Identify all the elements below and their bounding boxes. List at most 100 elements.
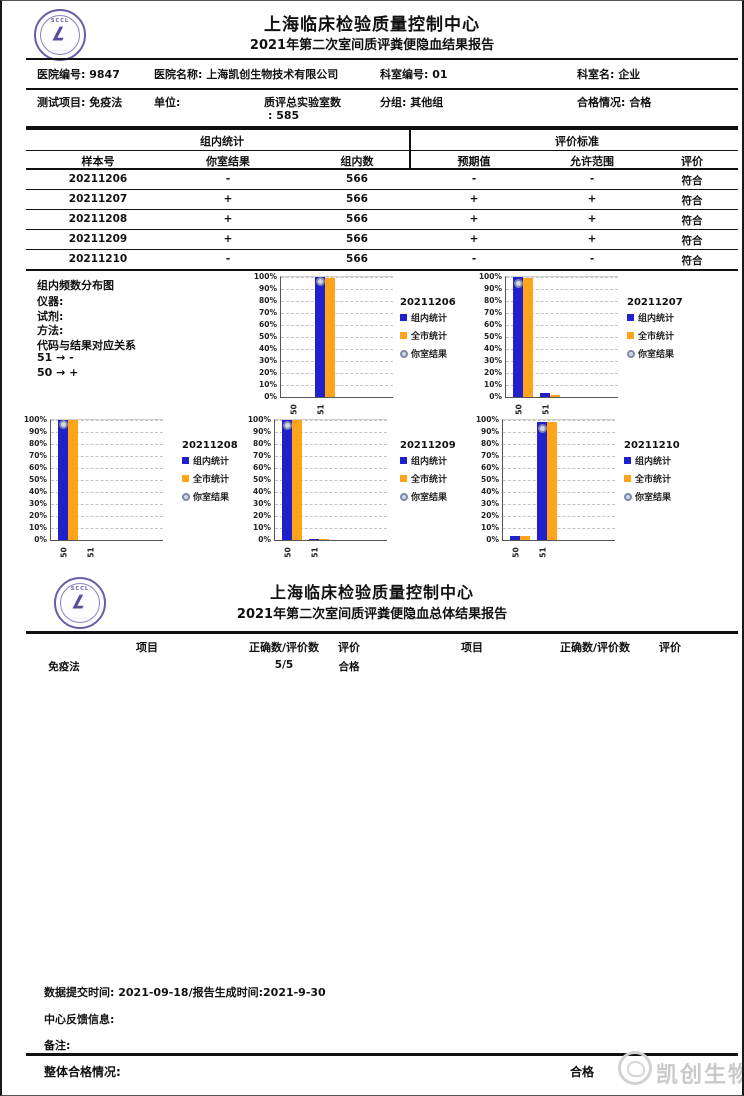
column-header: 允许范围 — [570, 155, 614, 168]
x-tick-label: 51 — [310, 547, 320, 558]
table-cell: 20211209 — [68, 233, 128, 245]
y-tick-label: 10% — [481, 523, 499, 532]
legend-entry: 你室结果 — [182, 490, 260, 503]
x-tick-label: 50 — [289, 404, 299, 415]
y-tick-label: 90% — [481, 427, 499, 436]
table-line — [26, 249, 738, 250]
gridline — [506, 313, 618, 314]
legend-label: 组内统计 — [635, 457, 672, 467]
table-cell: - — [471, 253, 477, 265]
table-cell: 566 — [346, 173, 368, 185]
info-item-label: 质评总实验室数 — [264, 96, 341, 109]
table-line — [26, 168, 738, 170]
table-cell: + — [469, 213, 479, 225]
legend-title: 20211210 — [624, 440, 680, 451]
y-tick-label: 20% — [29, 511, 47, 520]
table-cell: 免疫法 — [48, 661, 80, 673]
divider — [26, 88, 738, 90]
gridline — [281, 277, 393, 278]
gridline — [506, 349, 618, 350]
gridline — [506, 361, 618, 362]
y-tick-label: 0% — [486, 535, 499, 544]
legend-title: 20211209 — [400, 440, 456, 451]
column-header: 组内数 — [340, 155, 374, 168]
legend-entry: 全市统计 — [400, 472, 478, 485]
gridline — [275, 504, 387, 505]
gridline — [506, 373, 618, 374]
legend-marker-icon — [182, 492, 190, 501]
table-cell: 5/5 — [274, 659, 294, 671]
y-tick-label: 60% — [253, 463, 271, 472]
legend-label: 组内统计 — [411, 457, 448, 467]
y-tick-label: 0% — [264, 392, 277, 401]
legend-title: 20211208 — [182, 440, 238, 451]
legend-swatch-icon — [400, 314, 407, 321]
y-tick-label: 10% — [259, 380, 277, 389]
bar-全市统计 — [319, 538, 329, 540]
report2-title: 上海临床检验质量控制中心 — [269, 583, 474, 602]
y-tick-label: 70% — [29, 451, 47, 460]
legend-entry: 你室结果 — [624, 490, 702, 503]
gridline — [506, 325, 618, 326]
y-tick-label: 20% — [259, 368, 277, 377]
legend-swatch-icon — [400, 457, 407, 464]
table-cell: + — [223, 233, 233, 245]
y-tick-label: 10% — [29, 523, 47, 532]
legend-label: 全市统计 — [411, 475, 448, 485]
legend-entry: 你室结果 — [627, 347, 705, 360]
table-cell: + — [469, 193, 479, 205]
watermark-text: 凯创生物 — [656, 1063, 744, 1088]
y-tick-label: 40% — [29, 487, 47, 496]
gridline — [275, 432, 387, 433]
x-tick-label: 50 — [283, 547, 293, 558]
legend-label: 组内统计 — [411, 314, 448, 324]
y-tick-label: 70% — [253, 451, 271, 460]
legend-entry: 你室结果 — [400, 347, 478, 360]
bar-组内统计 — [513, 277, 523, 397]
gridline — [275, 480, 387, 481]
table-line — [26, 150, 738, 151]
x-tick-label: 50 — [511, 547, 521, 558]
legend-label: 组内统计 — [193, 457, 230, 467]
gridline — [275, 444, 387, 445]
y-tick-label: 60% — [259, 320, 277, 329]
gridline — [503, 456, 615, 457]
gridline — [503, 516, 615, 517]
column-header: 项目 — [136, 641, 158, 654]
chart-legend: 20211210 组内统计 全市统计 你室结果 — [624, 440, 702, 508]
bar-组内统计 — [309, 538, 319, 540]
table-line — [26, 229, 738, 230]
info-item: 单位: — [154, 96, 181, 109]
divider — [26, 58, 738, 60]
legend-label: 你室结果 — [411, 350, 448, 360]
y-tick-label: 60% — [29, 463, 47, 472]
legend-marker-icon — [400, 492, 408, 501]
seal-bottom-dots: ······ — [73, 616, 87, 621]
remark-label: 备注: — [44, 1039, 71, 1052]
report2-subtitle: 2021年第二次室间质评粪便隐血总体结果报告 — [236, 607, 508, 622]
gridline — [281, 361, 393, 362]
gridline — [281, 313, 393, 314]
table-cell: 合格 — [338, 661, 360, 673]
y-tick-label: 10% — [253, 523, 271, 532]
gridline — [51, 528, 163, 529]
table-cell: - — [471, 173, 477, 185]
table-cell: 符合 — [681, 235, 703, 247]
table-cell: 符合 — [681, 215, 703, 227]
table-cell: 符合 — [681, 195, 703, 207]
x-tick-label: 51 — [541, 404, 551, 415]
table-cell: - — [225, 253, 231, 265]
bar-组内统计 — [315, 277, 325, 397]
gridline — [51, 420, 163, 421]
gridline — [51, 444, 163, 445]
gridline — [506, 301, 618, 302]
legend-label: 全市统计 — [638, 332, 675, 342]
legend-entry: 组内统计 — [627, 311, 705, 324]
bar-组内统计 — [540, 393, 550, 397]
bar-组内统计 — [58, 420, 68, 540]
legend-entry: 组内统计 — [400, 311, 478, 324]
gridline — [506, 385, 618, 386]
y-tick-label: 30% — [484, 356, 502, 365]
y-tick-label: 40% — [481, 487, 499, 496]
legend-marker-icon — [624, 492, 632, 501]
